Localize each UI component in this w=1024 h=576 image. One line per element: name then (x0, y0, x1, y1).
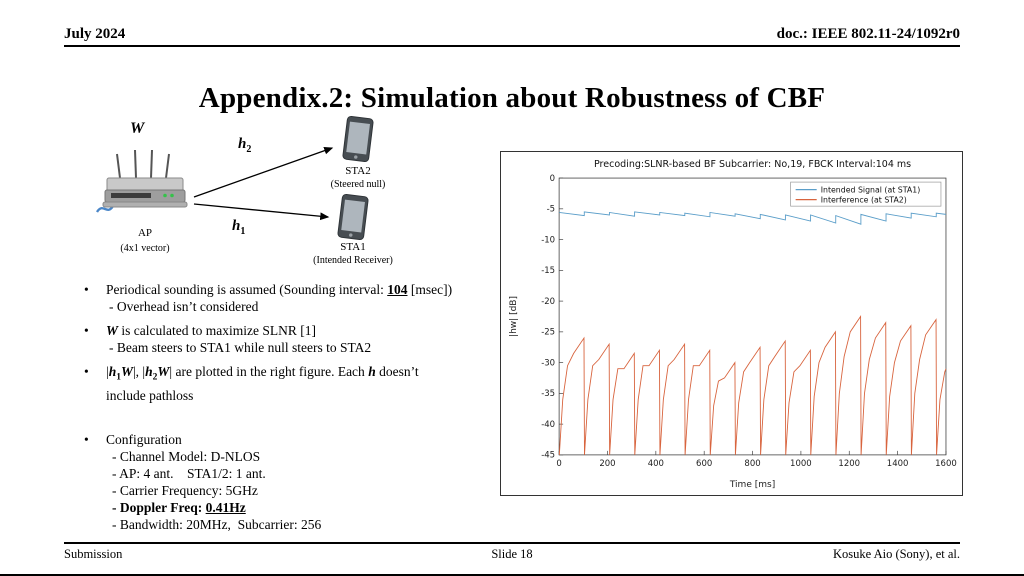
svg-text:Precoding:SLNR-based BF Subcar: Precoding:SLNR-based BF Subcarrier: No,1… (594, 159, 911, 170)
svg-text:-5: -5 (547, 205, 555, 215)
header-doc-number: doc.: IEEE 802.11-24/1092r0 (776, 26, 960, 42)
h1-label: h1 (232, 218, 246, 237)
page-title: Appendix.2: Simulation about Robustness … (198, 82, 826, 114)
bullet-plot: |h1W|, |h2W| are plotted in the right fi… (78, 363, 496, 404)
sta1-phone-icon (337, 193, 369, 241)
bullet-sounding-note: - Overhead isn’t considered (109, 299, 259, 314)
slide-header: July 2024 doc.: IEEE 802.11-24/1092r0 (64, 26, 960, 47)
bullet-plot-note: include pathloss (106, 387, 194, 403)
svg-text:-25: -25 (541, 328, 555, 338)
ap-label: AP (137, 227, 153, 239)
footer-slide-number: Slide 18 (491, 547, 533, 561)
slide-footer: Submission Slide 18 Kosuke Aio (Sony), e… (64, 542, 960, 562)
svg-text:-10: -10 (541, 235, 555, 245)
ap-sublabel: (4x1 vector) (120, 243, 170, 254)
h1-arrow (193, 203, 330, 221)
config-carrier-frequency: - Carrier Frequency: 5GHz (112, 482, 258, 498)
sounding-interval-value: 104 (387, 282, 408, 297)
sta1-sublabel: (Intended Receiver) (313, 255, 393, 266)
svg-text:600: 600 (696, 459, 712, 469)
svg-text:Time [ms]: Time [ms] (729, 480, 775, 490)
svg-text:0: 0 (550, 174, 555, 184)
svg-text:1200: 1200 (838, 459, 860, 469)
chart-frame: 0 200 400 600 800 1000 1200 1400 1600 0 -5 -10 -15 -2… (500, 151, 963, 496)
svg-text:-35: -35 (541, 389, 555, 399)
svg-text:-15: -15 (541, 266, 555, 276)
svg-text:-30: -30 (541, 358, 555, 368)
svg-text:200: 200 (599, 459, 615, 469)
sta2-phone-icon (342, 115, 374, 163)
svg-text:0: 0 (556, 459, 561, 469)
bullet-configuration: Configuration - Channel Model: D-NLOS - … (78, 431, 496, 533)
ap-router-icon (95, 149, 188, 213)
configuration-heading: Configuration (106, 431, 182, 447)
sta1-label: STA1 (340, 241, 366, 253)
svg-text:Intended Signal (at STA1): Intended Signal (at STA1) (821, 185, 921, 194)
svg-text:1600: 1600 (935, 459, 957, 469)
header-date: July 2024 (64, 26, 126, 42)
w-vector-label: W (130, 120, 145, 137)
bullet-slnr-note: - Beam steers to STA1 while null steers … (109, 340, 372, 355)
bullet-list: Periodical sounding is assumed (Sounding… (78, 281, 496, 540)
sta2-label: STA2 (345, 165, 371, 177)
svg-text:-20: -20 (541, 297, 555, 307)
svg-text:800: 800 (744, 459, 760, 469)
svg-text:-40: -40 (541, 420, 555, 430)
sta2-sublabel: (Steered null) (330, 179, 386, 190)
svg-text:|hw| [dB]: |hw| [dB] (509, 296, 519, 337)
beam-arrows (193, 146, 334, 221)
footer-submission: Submission (64, 547, 123, 561)
bullet-slnr: W is calculated to maximize SLNR [1] - B… (78, 322, 496, 356)
svg-text:400: 400 (648, 459, 664, 469)
config-doppler-freq: - Doppler Freq: 0.41Hz (112, 499, 246, 515)
svg-text:1400: 1400 (887, 459, 909, 469)
bullet-sounding: Periodical sounding is assumed (Sounding… (78, 281, 496, 315)
h2-arrow (193, 146, 334, 198)
doppler-freq-value: 0.41Hz (205, 499, 246, 515)
network-diagram: W h2 h1 AP (0, 100, 520, 290)
svg-text:1000: 1000 (790, 459, 812, 469)
config-bandwidth: - Bandwidth: 20MHz, Subcarrier: 256 (112, 516, 322, 532)
config-antennas: - AP: 4 ant. STA1/2: 1 ant. (112, 465, 266, 481)
h2-label: h2 (238, 136, 252, 155)
simulation-chart: 0 200 400 600 800 1000 1200 1400 1600 0 -5 -10 -15 -2… (509, 159, 957, 490)
svg-text:-45: -45 (541, 451, 555, 461)
config-channel-model: - Channel Model: D-NLOS (112, 448, 261, 464)
footer-authors: Kosuke Aio (Sony), et al. (832, 547, 961, 561)
svg-text:Interference (at STA2): Interference (at STA2) (821, 195, 907, 204)
